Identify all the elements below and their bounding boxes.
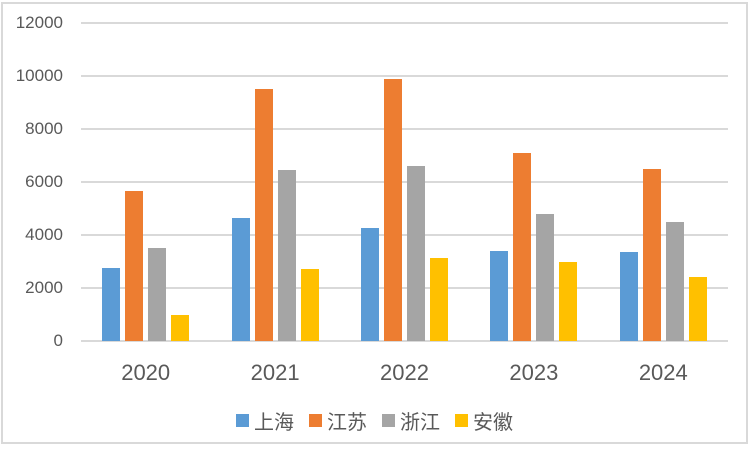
bar-zhejiang-2020: [148, 248, 167, 341]
bar-zhejiang-2022: [407, 166, 425, 341]
legend-item-zhejiang: 浙江: [382, 406, 440, 435]
y-tick-label: 4000: [25, 225, 63, 244]
gridline-y-0: [81, 340, 728, 342]
legend-label-zhejiang: 浙江: [400, 411, 440, 434]
legend-item-jiangsu: 江苏: [309, 406, 367, 435]
legend-item-anhui: 安徽: [455, 406, 513, 435]
bar-shanghai-2021: [231, 217, 250, 341]
legend-label-shanghai: 上海: [254, 411, 294, 434]
y-tick-label: 0: [53, 331, 63, 350]
bar-anhui-2021: [300, 269, 319, 341]
legend-swatch-jiangsu: [309, 413, 322, 427]
bar-anhui-2023: [559, 261, 578, 341]
x-category-label-2023: 2023: [509, 360, 559, 385]
y-tick-label: 12000: [15, 13, 63, 32]
bar-zhejiang-2024: [665, 221, 684, 341]
bar-jiangsu-2021: [254, 89, 273, 341]
y-tick-label: 2000: [25, 278, 63, 297]
legend-label-anhui: 安徽: [473, 411, 513, 434]
legend-swatch-anhui: [455, 413, 468, 427]
y-tick-label: 6000: [25, 172, 63, 191]
bar-anhui-2020: [171, 314, 190, 341]
bar-zhejiang-2021: [277, 170, 296, 341]
bar-shanghai-2024: [619, 252, 638, 341]
legend-swatch-zhejiang: [382, 413, 395, 427]
bar-jiangsu-2022: [384, 78, 402, 341]
x-category-label-2024: 2024: [638, 360, 688, 385]
gridline-y-4000: [81, 234, 728, 236]
y-tick-label: 10000: [15, 66, 63, 85]
y-tick-label: 8000: [25, 119, 63, 138]
bar-jiangsu-2020: [125, 191, 144, 341]
bar-shanghai-2023: [490, 250, 509, 341]
bar-anhui-2022: [430, 257, 448, 341]
bar-shanghai-2020: [102, 268, 121, 341]
gridline-y-2000: [81, 287, 728, 289]
bar-shanghai-2022: [361, 228, 379, 341]
legend-label-jiangsu: 江苏: [327, 411, 367, 434]
bar-jiangsu-2024: [642, 168, 661, 341]
legend-swatch-shanghai: [236, 413, 249, 427]
bar-anhui-2024: [688, 277, 707, 341]
chart-frame: 上海 江苏 浙江 安徽 0 2000 4000 6000 8000 10000 12000 2020…: [1, 2, 748, 444]
legend-item-shanghai: 上海: [236, 406, 294, 435]
x-category-label-2020: 2020: [121, 360, 171, 385]
x-category-label-2022: 2022: [380, 360, 429, 385]
x-category-label-2021: 2021: [250, 360, 300, 385]
gridline-y-6000: [81, 181, 728, 183]
bar-zhejiang-2023: [536, 213, 555, 341]
legend: 上海 江苏 浙江 安徽: [3, 406, 746, 435]
bar-jiangsu-2023: [513, 152, 532, 341]
gridline-y-12000: [81, 22, 728, 24]
gridline-y-10000: [81, 75, 728, 77]
gridline-y-8000: [81, 128, 728, 130]
